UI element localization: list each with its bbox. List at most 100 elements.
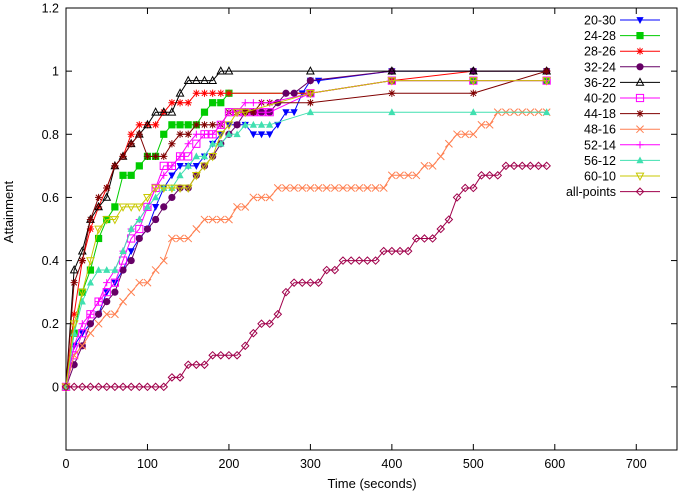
data-point (216, 215, 225, 224)
data-point (273, 184, 282, 192)
data-point (184, 121, 192, 129)
data-point (200, 162, 209, 171)
data-point (135, 121, 143, 129)
x-tick-label: 100 (137, 457, 158, 471)
data-point (183, 75, 193, 84)
data-point (363, 184, 372, 192)
data-point (143, 119, 152, 129)
legend-item: 48-16 (584, 123, 660, 137)
data-point (135, 162, 143, 170)
data-point (200, 75, 209, 84)
data-point (78, 320, 86, 328)
data-point (200, 130, 209, 138)
data-point (305, 66, 315, 75)
data-point (94, 234, 103, 243)
series-36-22 (61, 66, 552, 391)
y-axis: 0 0.2 0.4 0.6 0.8 1 1.2 (42, 2, 677, 394)
data-point (94, 298, 103, 306)
data-point (289, 278, 299, 287)
data-point (192, 89, 200, 97)
data-point (322, 265, 332, 275)
data-point (387, 171, 396, 180)
data-point (86, 215, 95, 224)
data-point (485, 171, 494, 180)
data-point (192, 139, 201, 148)
data-point (111, 162, 119, 170)
series-line (65, 70, 547, 387)
data-point (297, 278, 307, 287)
data-point (257, 193, 266, 202)
series-all-points (61, 161, 551, 392)
data-point (159, 107, 169, 116)
legend-label: 36-22 (584, 76, 616, 90)
data-point (636, 32, 644, 40)
data-point (468, 77, 478, 86)
series-layer (61, 66, 552, 392)
data-point (86, 225, 95, 233)
data-point (379, 184, 388, 192)
x-tick-label: 200 (219, 457, 240, 471)
data-point (526, 161, 535, 171)
data-point (635, 77, 645, 86)
data-point (200, 108, 209, 116)
data-point (477, 120, 486, 129)
data-point (143, 382, 152, 392)
data-point (209, 130, 217, 138)
data-point (143, 194, 152, 203)
data-point (306, 184, 315, 192)
data-point (436, 152, 445, 161)
legend-label: 40-20 (584, 92, 616, 106)
data-point (232, 350, 242, 360)
data-point (314, 278, 323, 287)
data-point (469, 183, 478, 193)
data-point (444, 139, 453, 148)
data-point (176, 171, 184, 179)
data-point (167, 234, 176, 243)
data-point (86, 320, 95, 328)
data-point (241, 120, 249, 128)
data-point (192, 162, 200, 170)
data-point (453, 130, 461, 139)
data-point (636, 47, 644, 55)
data-point (249, 193, 258, 202)
data-point (127, 130, 135, 138)
data-point (306, 108, 314, 116)
data-point (225, 89, 233, 97)
data-point (168, 121, 176, 129)
data-point (135, 278, 144, 287)
data-point (94, 266, 103, 273)
data-point (485, 120, 494, 129)
data-point (168, 140, 176, 148)
y-tick-label: 0.8 (42, 128, 59, 142)
series-60-10 (61, 77, 552, 392)
data-point (225, 108, 233, 116)
data-point (282, 109, 290, 117)
data-point (217, 121, 225, 129)
data-point (240, 108, 250, 118)
data-point (469, 89, 477, 97)
data-point (636, 141, 644, 149)
data-point (200, 215, 209, 224)
data-point (111, 203, 119, 211)
data-point (469, 108, 477, 116)
data-point (542, 161, 551, 171)
data-point (77, 382, 87, 392)
data-point (175, 88, 185, 97)
data-point (444, 215, 454, 224)
data-point (176, 162, 184, 170)
data-point (160, 130, 168, 138)
data-point (175, 184, 185, 193)
data-point (103, 184, 111, 192)
plot-area (65, 7, 678, 451)
data-point (119, 297, 127, 306)
data-point (69, 265, 79, 274)
data-point (200, 360, 209, 370)
data-point (339, 184, 347, 192)
series-56-12 (62, 108, 551, 390)
data-point (396, 171, 404, 180)
x-axis-title: Time (seconds) (327, 476, 416, 491)
data-point (209, 139, 217, 147)
data-point (273, 309, 283, 319)
data-point (86, 310, 95, 318)
data-point (184, 130, 192, 138)
